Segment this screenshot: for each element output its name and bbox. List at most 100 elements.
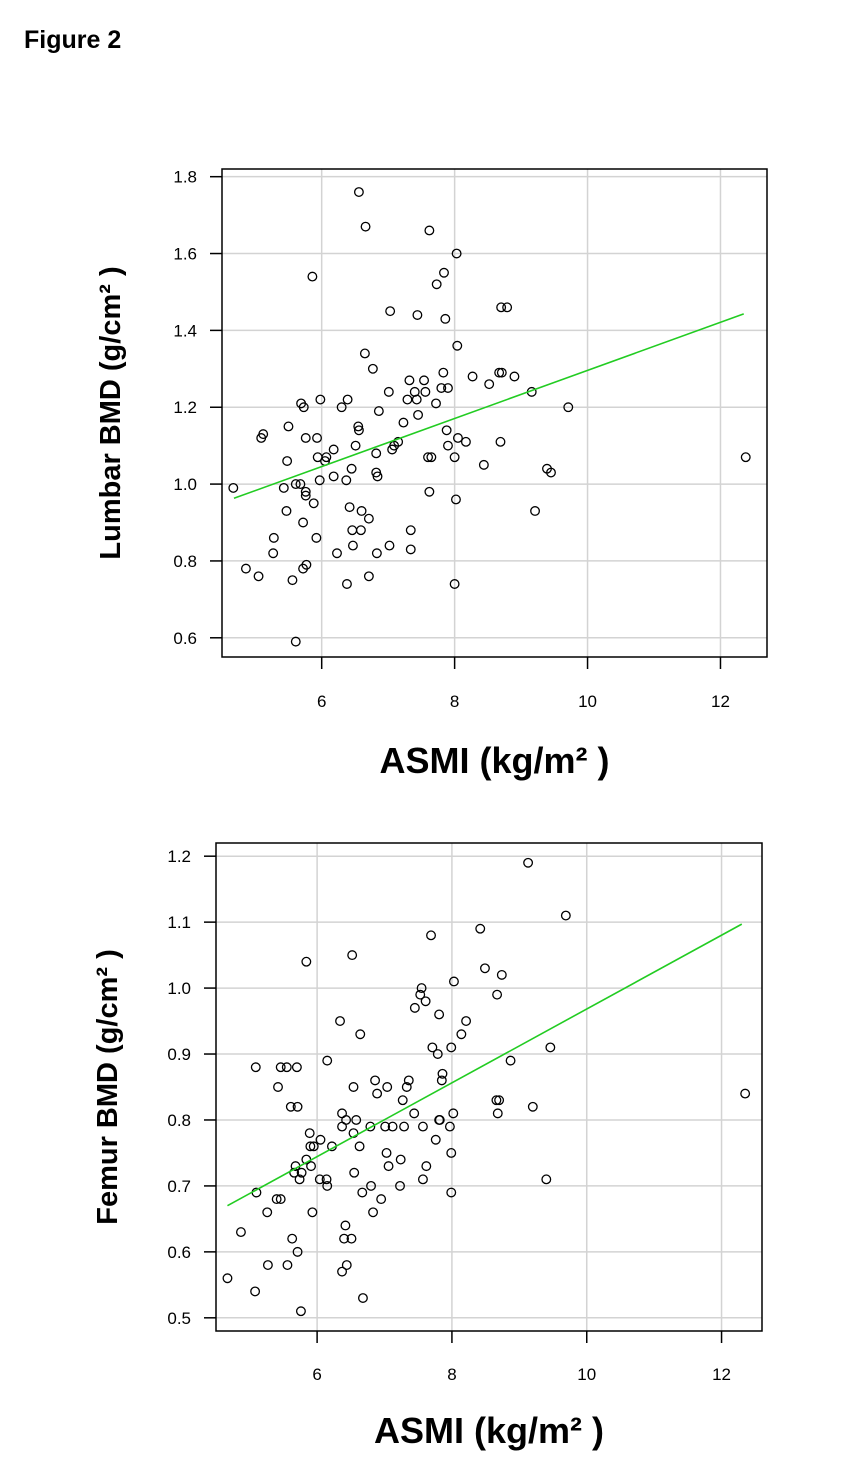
data-point [311,532,322,543]
data-point [290,479,301,490]
data-point [321,452,332,463]
data-point [494,1095,505,1106]
data-point [495,436,506,447]
y-tick-label: 0.8 [173,552,197,571]
data-point [402,394,413,405]
data-point [346,1233,357,1244]
data-point [347,950,358,961]
data-point [337,1121,348,1132]
data-point [346,463,357,474]
data-point [363,513,374,524]
data-point [546,467,556,478]
y-tick-label: 1.6 [173,245,197,264]
data-point [492,1108,503,1119]
plot-frame [221,168,768,658]
data-point [356,506,367,516]
data-point [287,1233,298,1244]
data-point [222,1273,233,1284]
data-point [360,221,371,232]
y-tick-label: 1.2 [167,847,191,866]
data-point [372,471,383,482]
data-point [381,1147,392,1158]
data-point [349,1167,360,1178]
data-point [417,1174,428,1185]
data-point [340,1220,351,1231]
data-point [258,429,269,440]
data-point [434,1009,445,1020]
data-point [332,548,342,559]
data-point [563,402,574,413]
x-tick-label: 12 [712,1365,731,1384]
data-point [312,433,322,443]
data-point [373,406,384,417]
data-point [351,1115,362,1125]
data-point [298,563,309,574]
data-point [380,1121,391,1132]
data-point [505,1055,516,1066]
data-point [353,421,364,432]
data-point [273,1082,283,1092]
data-point [527,1101,538,1112]
data-point [420,996,431,1007]
data-point [250,1286,261,1297]
data-point [449,579,460,589]
data-point [436,1075,447,1086]
data-point [262,1207,273,1218]
data-point [404,375,415,386]
data-point [371,448,382,459]
data-point [452,340,463,351]
data-point [268,548,279,559]
data-point [348,1082,359,1092]
data-point [335,1016,345,1027]
data-point [448,976,459,987]
regression-line [233,313,745,500]
data-point [461,1016,472,1027]
data-point [275,1194,286,1205]
data-point [530,506,540,516]
data-point [438,367,449,378]
x-axis-title: ASMI (kg/m² ) [374,1410,604,1451]
data-point [357,1293,368,1303]
data-point [341,475,352,486]
data-point [460,436,471,447]
data-point [448,1108,459,1119]
data-point [262,1260,273,1271]
data-point [437,1068,448,1079]
x-tick-label: 6 [312,1365,321,1384]
data-point [383,386,394,397]
data-point [250,1062,261,1073]
data-point [339,1233,350,1244]
data-point [424,486,435,497]
figure-title: Figure 2 [24,26,122,54]
data-point [278,482,289,493]
x-tick-label: 10 [578,692,597,711]
data-point [456,1029,467,1040]
data-point [295,1306,306,1317]
data-point [444,1121,455,1132]
data-point [314,1174,325,1185]
y-tick-label: 1.4 [173,321,197,340]
data-point [401,1082,412,1092]
data-point [449,452,460,463]
data-point [307,271,318,282]
data-point [434,1115,445,1125]
data-point [292,1101,303,1112]
data-point [366,1180,376,1191]
data-point [403,1075,414,1086]
femur-bmd-scatter-chart: 6 8 10 12 0.5 0.6 0.7 0.8 0.9 1.0 1.1 1.2 ASMI (kg/m… [92,842,763,1451]
data-point [420,386,431,397]
data-point [268,532,279,543]
data-point [412,310,423,320]
data-point [305,1141,316,1152]
data-point [328,471,339,482]
data-point [545,1042,556,1053]
plot-frame [215,842,763,1332]
data-point [314,475,325,486]
data-point [308,498,319,509]
data-point [350,440,361,451]
y-axis-title: Femur BMD (g/cm² ) [92,949,124,1225]
data-point [440,313,451,324]
x-axis-title: ASMI (kg/m² ) [380,740,610,781]
data-point [253,571,264,582]
